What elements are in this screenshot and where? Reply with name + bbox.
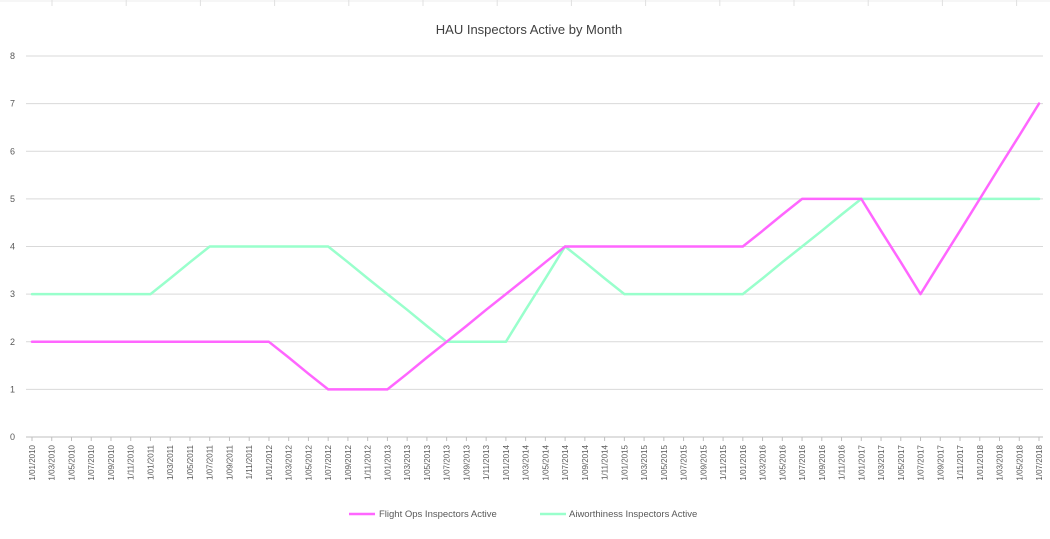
x-tick-label: 1/07/2012	[324, 444, 333, 480]
x-tick-label: 1/03/2012	[285, 444, 294, 480]
legend: Flight Ops Inspectors Active Aiworthiness…	[349, 509, 697, 520]
x-tick-label: 1/03/2018	[996, 444, 1005, 480]
y-tick-label: 2	[10, 337, 15, 347]
y-tick-label: 4	[10, 242, 15, 252]
x-tick-label: 1/07/2014	[561, 444, 570, 480]
x-tick-label: 1/09/2011	[225, 444, 234, 480]
x-tick-label: 1/03/2016	[759, 444, 768, 480]
x-tick-label: 1/09/2014	[581, 444, 590, 480]
x-tick-label: 1/01/2012	[265, 444, 274, 480]
x-tick-label: 1/09/2015	[699, 444, 708, 480]
x-tick-label: 1/11/2012	[364, 444, 373, 480]
x-tick-label: 1/01/2015	[620, 444, 629, 480]
x-tick-label: 1/03/2015	[640, 444, 649, 480]
x-tick-label: 1/07/2011	[206, 444, 215, 480]
x-tick-label: 1/03/2011	[166, 444, 175, 480]
x-tick-label: 1/05/2011	[186, 444, 195, 480]
x-tick-label: 1/05/2012	[304, 444, 313, 480]
x-tick-label: 1/07/2016	[798, 444, 807, 480]
legend-label: Aiworthiness Inspectors Active	[569, 509, 697, 520]
x-tick-label: 1/05/2018	[1015, 444, 1024, 480]
x-tick-label: 1/11/2011	[245, 444, 254, 479]
y-tick-label: 3	[10, 289, 15, 299]
y-tick-label: 5	[10, 194, 15, 204]
x-tick-label: 1/05/2016	[778, 444, 787, 480]
series-lines	[30, 102, 1041, 391]
x-tick-label: 1/01/2017	[857, 444, 866, 480]
x-tick-label: 1/11/2014	[601, 444, 610, 480]
x-tick-label: 1/11/2015	[719, 444, 728, 480]
y-tick-label: 1	[10, 384, 15, 394]
x-tick-label: 1/05/2013	[423, 444, 432, 480]
x-axis-ticks: 1/01/2010 1/03/2010 1/05/2010 1/07/2010 1/09…	[28, 437, 1044, 481]
legend-label: Flight Ops Inspectors Active	[379, 509, 497, 520]
x-tick-label: 1/11/2013	[482, 444, 491, 480]
x-tick-label: 1/09/2010	[107, 444, 116, 480]
x-tick-label: 1/11/2010	[127, 444, 136, 480]
y-tick-label: 0	[10, 432, 15, 442]
x-tick-label: 1/05/2014	[541, 444, 550, 480]
x-tick-label: 1/01/2011	[146, 444, 155, 480]
x-tick-label: 1/01/2016	[739, 444, 748, 480]
x-tick-label: 1/03/2017	[877, 444, 886, 480]
x-tick-label: 1/11/2016	[838, 444, 847, 480]
y-tick-label: 7	[10, 99, 15, 109]
aiworthiness-inspectors-active-line	[30, 197, 1041, 344]
x-tick-label: 1/09/2012	[344, 444, 353, 480]
x-tick-label: 1/09/2013	[462, 444, 471, 480]
x-tick-label: 1/03/2010	[48, 444, 57, 480]
x-tick-label: 1/11/2017	[956, 444, 965, 480]
x-tick-label: 1/09/2017	[936, 444, 945, 480]
x-tick-label: 1/09/2016	[818, 444, 827, 480]
flight-ops-inspectors-active-line	[30, 102, 1041, 391]
x-tick-label: 1/07/2017	[917, 444, 926, 480]
chart-title: HAU Inspectors Active by Month	[436, 22, 622, 37]
x-tick-label: 1/01/2013	[383, 444, 392, 480]
x-tick-label: 1/01/2018	[976, 444, 985, 480]
x-tick-label: 1/05/2017	[897, 444, 906, 480]
x-tick-label: 1/07/2013	[443, 444, 452, 480]
x-tick-label: 1/03/2014	[522, 444, 531, 480]
gridlines	[0, 0, 1050, 438]
x-tick-label: 1/07/2015	[680, 444, 689, 480]
x-tick-label: 1/07/2010	[87, 444, 96, 480]
x-tick-label: 1/01/2010	[28, 444, 37, 480]
x-tick-label: 1/07/2018	[1035, 444, 1044, 480]
x-tick-label: 1/03/2013	[403, 444, 412, 480]
x-tick-label: 1/05/2010	[67, 444, 76, 480]
y-tick-label: 8	[10, 51, 15, 61]
x-tick-label: 1/01/2014	[502, 444, 511, 480]
y-axis-ticks: 0 1 2 3 4 5 6 7 8	[10, 51, 15, 442]
y-tick-label: 6	[10, 146, 15, 156]
x-tick-label: 1/05/2015	[660, 444, 669, 480]
